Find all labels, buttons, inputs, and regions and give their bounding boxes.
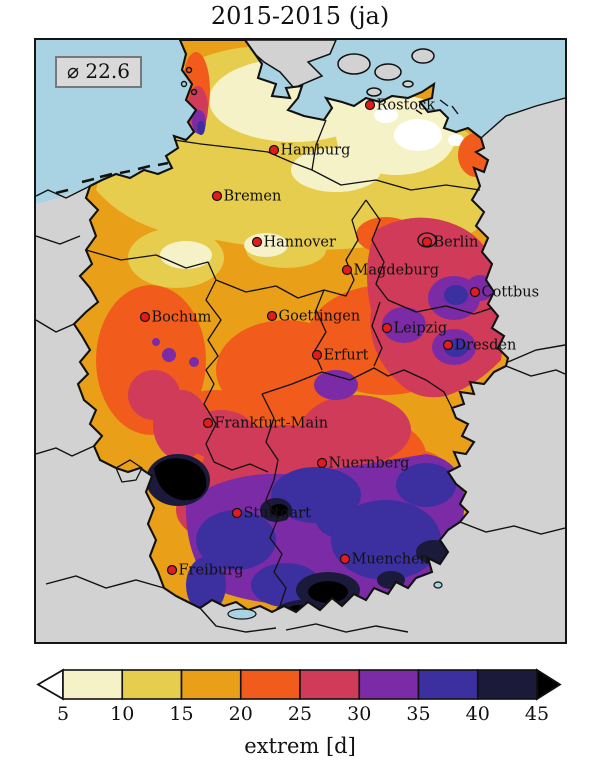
colorbar-tick-10: 10 (110, 703, 134, 725)
colorbar-tick-15: 15 (169, 703, 193, 725)
colorbar-axis-label: extrem [d] (244, 734, 356, 758)
city-label-leipzig: Leipzig (394, 321, 448, 337)
lake-constance (228, 609, 256, 619)
city-label-freiburg: Freiburg (179, 563, 244, 579)
city-marker-rostock (366, 101, 375, 110)
map-panel: Rostock Hamburg Bremen Hannover Berlin Magdeb… (34, 38, 567, 644)
city-marker-berlin (423, 238, 432, 247)
plot-title: 2015-2015 (ja) (0, 2, 600, 30)
colorbar-tick-45: 45 (525, 703, 549, 725)
colorbar: 5 10 15 20 25 30 35 40 45 extrem [d] (0, 658, 600, 780)
city-marker-freiburg (168, 566, 177, 575)
city-marker-muenchen (341, 555, 350, 564)
city-marker-nuernberg (318, 459, 327, 468)
city-label-stuttgart: Stuttgart (244, 506, 312, 522)
city-label-berlin: Berlin (434, 235, 479, 251)
city-label-frankfurt-main: Frankfurt-Main (215, 416, 329, 432)
city-marker-hamburg (270, 146, 279, 155)
colorbar-segment-7 (478, 670, 537, 699)
colorbar-segment-0 (63, 670, 122, 699)
city-marker-cottbus (471, 288, 480, 297)
city-marker-magdeburg (343, 266, 352, 275)
city-marker-dresden (444, 341, 453, 350)
colorbar-tick-25: 25 (288, 703, 312, 725)
city-label-nuernberg: Nuernberg (329, 456, 410, 472)
city-marker-erfurt (313, 351, 322, 360)
city-label-hamburg: Hamburg (281, 143, 351, 159)
danish-island (367, 88, 381, 96)
city-label-magdeburg: Magdeburg (354, 263, 439, 279)
colorbar-segment-1 (122, 670, 181, 699)
city-label-dresden: Dresden (455, 338, 517, 354)
danish-island (375, 64, 401, 80)
colorbar-tick-40: 40 (466, 703, 490, 725)
colorbar-segment-5 (359, 670, 418, 699)
city-marker-bremen (213, 192, 222, 201)
city-label-goettingen: Goettingen (279, 309, 361, 325)
danish-island (403, 81, 413, 87)
alpine-lake (434, 582, 442, 588)
colorbar-segment-3 (241, 670, 300, 699)
city-marker-leipzig (383, 324, 392, 333)
city-label-erfurt: Erfurt (324, 348, 369, 364)
colorbar-tick-30: 30 (347, 703, 371, 725)
city-label-bochum: Bochum (152, 310, 212, 326)
colorbar-segment-4 (300, 670, 359, 699)
city-marker-frankfurt-main (204, 419, 213, 428)
city-marker-goettingen (268, 312, 277, 321)
city-label-bremen: Bremen (224, 189, 282, 205)
city-label-muenchen: Muenchen (352, 552, 429, 568)
colorbar-over-arrow (537, 670, 560, 699)
danish-island (412, 49, 434, 63)
colorbar-segment-2 (182, 670, 241, 699)
city-marker-bochum (141, 313, 150, 322)
colorbar-tick-5: 5 (57, 703, 69, 725)
colorbar-under-arrow (38, 670, 63, 699)
figure: 2015-2015 (ja) (0, 0, 600, 780)
city-label-hannover: Hannover (264, 235, 336, 251)
city-label-cottbus: Cottbus (482, 285, 540, 301)
colorbar-segment-6 (419, 670, 478, 699)
danish-island (338, 54, 370, 74)
city-label-rostock: Rostock (377, 98, 436, 114)
city-marker-stuttgart (233, 509, 242, 518)
colorbar-tick-35: 35 (406, 703, 430, 725)
colorbar-tick-20: 20 (229, 703, 253, 725)
germany-contour-map: Rostock Hamburg Bremen Hannover Berlin Magdeb… (36, 40, 565, 642)
city-marker-hannover (253, 238, 262, 247)
mean-value-badge: ⌀ 22.6 (55, 56, 142, 88)
